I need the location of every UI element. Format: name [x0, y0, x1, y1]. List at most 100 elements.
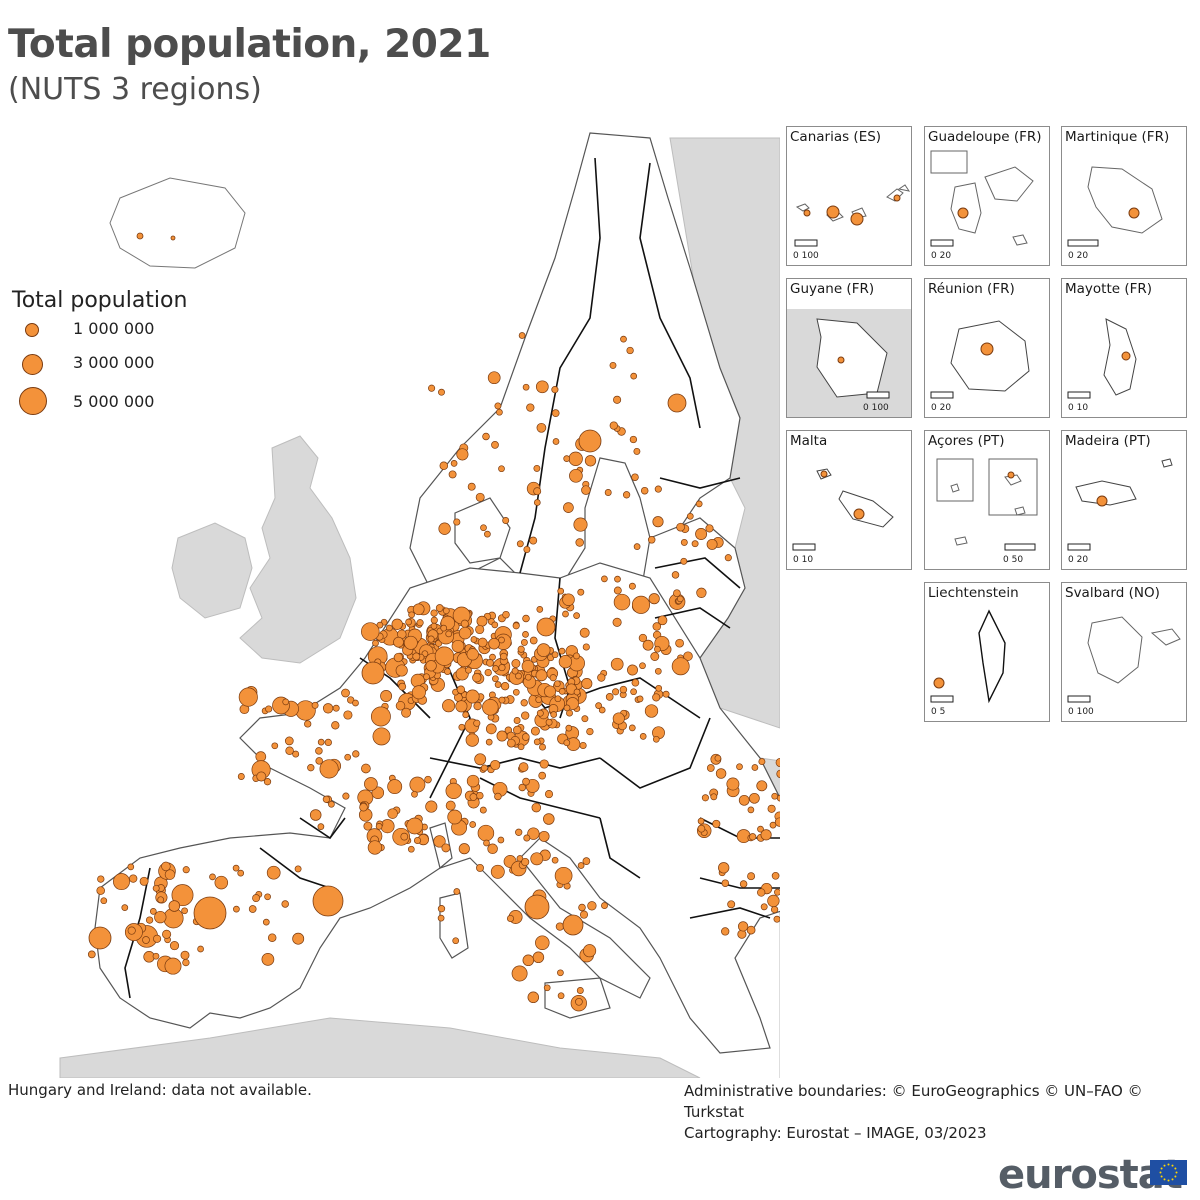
population-symbol	[425, 660, 437, 672]
population-symbol	[652, 516, 664, 528]
europe-map	[59, 132, 780, 1078]
population-symbol	[328, 800, 335, 808]
population-symbol	[193, 896, 227, 930]
population-symbol	[739, 880, 748, 888]
population-symbol	[469, 821, 477, 828]
footer-credits: Administrative boundaries: © EuroGeograp…	[684, 1081, 1200, 1144]
population-symbol	[375, 823, 383, 830]
population-symbol	[455, 700, 468, 713]
population-symbol	[393, 652, 404, 663]
population-symbol	[613, 395, 622, 404]
population-symbol	[701, 794, 709, 802]
population-symbol	[487, 371, 501, 385]
inset-title: Mayotte (FR)	[1065, 281, 1153, 297]
population-symbol	[435, 604, 444, 612]
population-symbol	[157, 896, 165, 904]
population-symbol	[477, 637, 488, 648]
population-symbol	[127, 926, 136, 935]
population-symbol	[411, 790, 418, 798]
population-symbol	[576, 987, 584, 994]
population-symbol	[538, 830, 550, 842]
population-symbol	[411, 685, 426, 700]
population-symbol	[363, 821, 373, 831]
population-symbol	[628, 724, 636, 732]
population-symbol	[521, 857, 530, 867]
population-symbol	[647, 536, 656, 544]
population-symbol	[121, 904, 129, 911]
population-symbol	[563, 455, 571, 462]
population-symbol	[553, 680, 561, 688]
population-symbol	[760, 829, 772, 841]
population-symbol	[662, 690, 670, 698]
population-symbol	[476, 615, 488, 627]
legend-item: 3 000 000	[12, 353, 252, 387]
population-symbol	[343, 710, 353, 720]
population-symbol	[380, 690, 393, 702]
population-symbol	[654, 667, 662, 675]
population-symbol	[612, 688, 620, 696]
population-symbol	[513, 717, 521, 724]
population-symbol	[712, 819, 721, 828]
inset-title: Liechtenstein	[928, 585, 1019, 601]
population-symbol	[520, 699, 528, 707]
population-symbol	[87, 950, 96, 959]
legend: Total population 1 000 000 3 000 000 5 0…	[12, 288, 252, 421]
population-symbol	[442, 699, 456, 713]
population-symbol	[347, 696, 355, 704]
population-symbol	[531, 802, 542, 813]
population-symbol	[445, 630, 453, 638]
population-symbol	[341, 688, 350, 698]
population-symbol	[586, 727, 594, 736]
population-symbol	[771, 792, 779, 800]
population-symbol	[437, 914, 445, 922]
population-symbol	[492, 665, 499, 672]
population-symbol	[197, 945, 204, 953]
population-symbol	[697, 824, 706, 833]
population-symbol	[500, 682, 510, 691]
legend-symbol-small	[25, 323, 39, 337]
population-symbol	[533, 464, 541, 472]
population-symbol	[238, 687, 258, 707]
population-symbol	[371, 786, 385, 799]
population-symbol	[575, 538, 584, 547]
population-symbol	[515, 672, 522, 680]
population-symbol	[352, 750, 360, 758]
population-symbol	[512, 688, 520, 696]
population-symbol	[391, 618, 403, 630]
population-symbol	[438, 522, 451, 535]
population-symbol	[248, 905, 257, 913]
population-symbol	[161, 861, 171, 872]
inset-title: Madeira (PT)	[1065, 433, 1151, 449]
population-symbol	[502, 517, 510, 524]
population-symbol	[460, 619, 469, 628]
population-symbol	[605, 693, 614, 701]
population-symbol	[650, 652, 660, 661]
population-symbol	[380, 819, 395, 834]
population-symbol	[474, 753, 487, 766]
population-symbol	[423, 673, 430, 681]
legend-symbol-large	[19, 387, 47, 415]
population-symbol	[771, 871, 780, 880]
inset-mayotte: Mayotte (FR) 0 10	[1061, 278, 1187, 418]
population-symbol	[387, 808, 398, 819]
population-symbol	[127, 863, 135, 871]
population-symbol	[367, 840, 383, 855]
population-symbol	[587, 901, 597, 911]
population-symbol	[544, 790, 554, 799]
population-symbol	[736, 763, 743, 771]
population-symbol	[475, 492, 485, 502]
population-symbol	[162, 929, 172, 939]
population-symbol	[627, 664, 638, 676]
population-symbol	[448, 470, 457, 479]
population-symbol	[612, 617, 622, 627]
population-symbol	[498, 664, 506, 672]
population-symbol	[266, 865, 281, 880]
scale-bar-label: 0 100	[1068, 707, 1094, 717]
scale-bar-label: 0 5	[931, 707, 946, 717]
population-symbol	[437, 905, 446, 913]
population-symbol	[573, 652, 580, 660]
population-symbol	[680, 557, 688, 565]
population-symbol	[473, 701, 482, 711]
population-symbol	[398, 682, 407, 691]
population-symbol	[601, 902, 608, 910]
